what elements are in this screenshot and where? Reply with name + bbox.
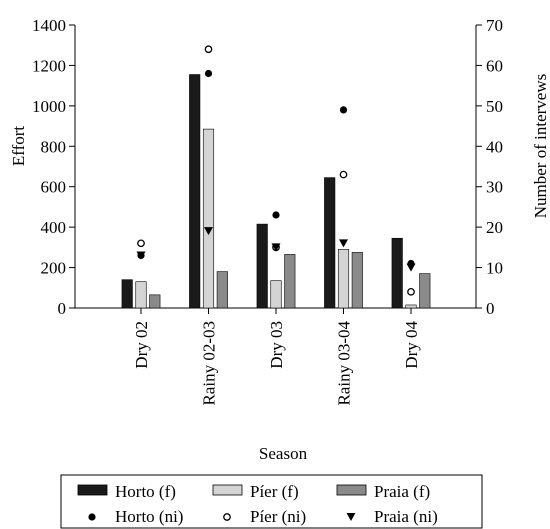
bar-per xyxy=(135,281,147,309)
y-tick-label-right: 40 xyxy=(486,137,503,156)
legend-swatch xyxy=(77,484,108,496)
legend-label: Horto (f) xyxy=(115,482,176,501)
legend-label: Píer (f) xyxy=(250,482,299,501)
bar-praia xyxy=(419,273,431,309)
bar-horto xyxy=(121,279,133,309)
y-tick-label-right: 60 xyxy=(486,56,503,75)
point-open-circle xyxy=(339,170,348,179)
bar-per xyxy=(270,280,282,309)
bar-praia xyxy=(149,294,161,309)
y-tick-label-left: 400 xyxy=(41,218,67,237)
legend-label: Píer (ni) xyxy=(250,507,306,526)
bar-horto xyxy=(189,74,201,309)
y-tick-label-right: 30 xyxy=(486,178,503,197)
y-axis-title-right: Number of intervews xyxy=(531,74,550,218)
point-down-triangle xyxy=(271,243,281,252)
point-down-triangle xyxy=(339,239,348,248)
point-down-triangle xyxy=(406,263,416,272)
legend-marker xyxy=(223,513,231,521)
point-down-triangle xyxy=(136,251,146,260)
y-axis-title-left: Effort xyxy=(9,126,28,167)
legend-swatch xyxy=(336,484,367,496)
x-tick-label: Dry 03 xyxy=(267,321,286,369)
bars xyxy=(121,74,431,309)
point-open-circle xyxy=(137,239,145,248)
legend-marker xyxy=(346,513,356,521)
legend-box xyxy=(60,474,483,529)
points xyxy=(136,45,416,296)
bar-horto xyxy=(256,223,268,309)
tick-labels: 0 200 400 600 800 1000 1200 1400 0 10 20 30 40 50 60 70… xyxy=(32,16,503,406)
point-open-circle xyxy=(407,287,415,296)
legend-label: Praia (f) xyxy=(374,482,430,501)
point-down-triangle xyxy=(204,227,213,236)
x-tick-label: Dry 02 xyxy=(132,321,151,369)
bar-horto xyxy=(324,177,336,309)
y-tick-label-right: 10 xyxy=(486,259,503,278)
point-filled-circle xyxy=(339,106,348,114)
y-tick-label-right: 20 xyxy=(486,218,503,237)
bar-praia xyxy=(351,252,363,309)
legend-label: Horto (ni) xyxy=(115,507,183,526)
y-tick-label-left: 200 xyxy=(41,259,67,278)
y-tick-label-left: 1400 xyxy=(32,16,66,35)
legend-label: Praia (ni) xyxy=(374,507,438,526)
legend-marker xyxy=(88,513,96,521)
point-filled-circle xyxy=(272,211,280,219)
y-tick-label-left: 600 xyxy=(41,178,67,197)
y-tick-label-left: 1000 xyxy=(32,97,66,116)
point-open-circle xyxy=(204,45,213,54)
x-tick-label: Rainy 02-03 xyxy=(200,321,219,406)
bar-praia xyxy=(216,271,228,309)
y-tick-label-right: 50 xyxy=(486,97,503,116)
bar-horto xyxy=(391,237,403,309)
legend: Horto (f) Píer (f) Praia (f) Horto (ni) Píer… xyxy=(60,474,483,529)
x-axis-title: Season xyxy=(259,444,308,463)
bar-per xyxy=(202,128,215,309)
x-tick-label: Dry 04 xyxy=(402,321,421,369)
bar-per xyxy=(405,304,417,309)
y-tick-label-left: 1200 xyxy=(32,56,66,75)
point-filled-circle xyxy=(204,69,213,78)
axes xyxy=(69,24,482,314)
bar-per xyxy=(337,249,350,309)
legend-swatch xyxy=(212,484,243,496)
y-tick-label-left: 0 xyxy=(58,299,67,318)
y-tick-label-right: 0 xyxy=(486,299,495,318)
y-tick-label-left: 800 xyxy=(41,137,67,156)
x-tick-label: Rainy 03-04 xyxy=(335,321,354,406)
y-tick-label-right: 70 xyxy=(486,16,503,35)
bar-praia xyxy=(284,254,296,309)
